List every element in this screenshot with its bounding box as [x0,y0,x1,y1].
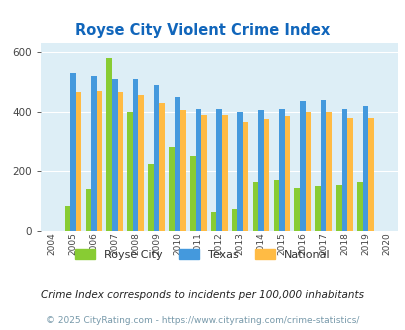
Bar [231,209,237,231]
Bar [299,101,305,231]
Bar [252,182,258,231]
Bar [305,112,310,231]
Bar [70,73,76,231]
Bar [159,103,164,231]
Bar [148,164,153,231]
Bar [132,79,138,231]
Bar [195,109,200,231]
Bar [216,109,222,231]
Bar [168,148,174,231]
Bar [367,117,373,231]
Bar [96,91,102,231]
Bar [85,189,91,231]
Bar [263,119,269,231]
Bar [279,109,284,231]
Text: Crime Index corresponds to incidents per 100,000 inhabitants: Crime Index corresponds to incidents per… [41,290,364,300]
Bar [200,115,206,231]
Bar [106,58,112,231]
Bar [138,95,144,231]
Bar [180,110,185,231]
Bar [335,185,341,231]
Bar [127,112,132,231]
Text: © 2025 CityRating.com - https://www.cityrating.com/crime-statistics/: © 2025 CityRating.com - https://www.city… [46,316,359,325]
Bar [242,122,248,231]
Text: Royse City Violent Crime Index: Royse City Violent Crime Index [75,23,330,38]
Bar [222,115,227,231]
Bar [341,109,347,231]
Bar [315,186,320,231]
Bar [362,106,367,231]
Bar [76,92,81,231]
Bar [112,79,117,231]
Bar [320,100,326,231]
Bar [356,182,362,231]
Bar [237,112,242,231]
Bar [153,85,159,231]
Bar [174,97,180,231]
Bar [347,117,352,231]
Bar [326,112,331,231]
Bar [294,188,299,231]
Legend: Royse City, Texas, National: Royse City, Texas, National [75,249,330,260]
Bar [273,180,279,231]
Bar [64,206,70,231]
Bar [258,110,263,231]
Bar [91,76,96,231]
Bar [210,212,216,231]
Bar [284,116,290,231]
Bar [117,92,123,231]
Bar [190,156,195,231]
